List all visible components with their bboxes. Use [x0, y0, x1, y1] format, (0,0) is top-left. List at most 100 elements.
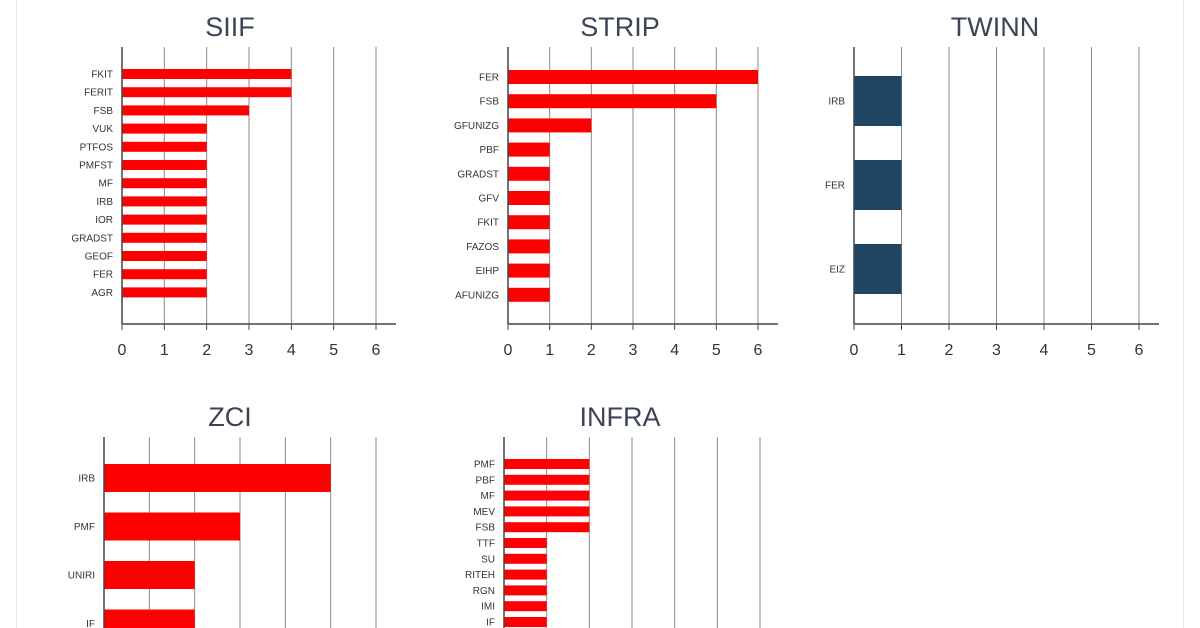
category-label: GRADST: [71, 233, 113, 244]
category-label: IF: [486, 618, 495, 628]
chart-infra: INFRA PMF PBF MF MEV FSB TTF SU RITEH RGN IMI IF: [430, 390, 810, 628]
bar: [122, 178, 207, 189]
bar: [508, 118, 592, 133]
bar: [122, 160, 207, 170]
category-label: PTFOS: [80, 142, 114, 153]
category-label: GEOF: [85, 252, 113, 263]
category-label: MF: [99, 179, 113, 190]
chart-siif-plot: FKIT FERIT FSB VUK PTFOS PMFST MF IRB IOR GRADST G…: [71, 47, 396, 359]
chart-infra-plot: PMF PBF MF MEV FSB TTF SU RITEH RGN IMI IF: [465, 437, 761, 628]
category-label: SU: [481, 554, 495, 565]
right-frame-line: [1183, 0, 1184, 628]
bar: [504, 522, 590, 533]
x-tick-label: 2: [945, 342, 954, 359]
category-label: FSB: [94, 106, 114, 117]
x-tick-label: 5: [329, 342, 338, 359]
bar: [508, 166, 550, 181]
bar: [504, 490, 590, 501]
bar: [504, 553, 547, 564]
x-tick-label: 6: [754, 342, 763, 359]
bar: [504, 459, 590, 469]
bar: [122, 196, 207, 207]
bar: [104, 512, 240, 541]
category-label: FAZOS: [466, 242, 499, 253]
x-tick-label: 0: [850, 342, 859, 359]
chart-title: TWINN: [950, 12, 1040, 42]
chart-title: INFRA: [579, 402, 661, 432]
chart-strip: STRIP FER FSB GFUNIZG PBF GRADST GFV FKIT FAZOS…: [430, 0, 810, 370]
category-label: FKIT: [477, 218, 499, 229]
bar: [122, 214, 207, 225]
x-tick-label: 4: [670, 342, 679, 359]
bar: [508, 215, 550, 230]
x-tick-label: 4: [287, 342, 296, 359]
chart-title: ZCI: [208, 402, 252, 432]
bar: [122, 87, 292, 98]
category-label: IOR: [95, 215, 113, 226]
bar: [122, 123, 207, 134]
category-label: PMF: [474, 460, 495, 471]
chart-siif: SIIF FKIT FERIT FSB VUK PTFOS PMFST MF IRB IOR GR…: [40, 0, 420, 370]
category-label: IMI: [481, 602, 495, 613]
bar: [508, 94, 717, 109]
category-label: IRB: [78, 474, 95, 485]
category-label: MF: [481, 491, 495, 502]
category-label: PBF: [476, 475, 495, 486]
category-label: GRADST: [457, 169, 499, 180]
bar: [504, 601, 547, 612]
bar: [122, 287, 207, 298]
bar: [504, 617, 547, 627]
category-label: EIHP: [476, 266, 500, 277]
x-tick-label: 1: [160, 342, 169, 359]
category-label: FER: [825, 181, 845, 192]
category-label: PBF: [480, 145, 499, 156]
bar: [854, 76, 902, 126]
bar: [508, 70, 758, 84]
bar: [508, 191, 550, 205]
x-tick-label: 0: [504, 342, 513, 359]
x-tick-label: 4: [1040, 342, 1049, 359]
category-label: FER: [93, 270, 113, 281]
category-label: UNIRI: [68, 571, 95, 582]
category-label: FSB: [476, 523, 496, 534]
bar: [122, 141, 207, 152]
category-label: IF: [86, 619, 95, 628]
bar: [504, 506, 590, 517]
bar: [104, 561, 195, 589]
x-tick-label: 1: [545, 342, 554, 359]
bar: [122, 251, 207, 261]
x-tick-label: 5: [1087, 342, 1096, 359]
category-label: VUK: [92, 124, 113, 135]
category-label: TTF: [477, 539, 495, 550]
bar: [504, 569, 547, 580]
x-tick-label: 1: [897, 342, 906, 359]
x-tick-label: 2: [202, 342, 211, 359]
x-tick-label: 6: [372, 342, 381, 359]
category-label: RGN: [473, 586, 495, 597]
bar: [854, 244, 902, 294]
category-label: PMF: [74, 522, 95, 533]
bar: [854, 160, 902, 210]
chart-twinn: TWINN IRB FER EIZ 0 1 2 3 4 5 6: [810, 0, 1180, 370]
bar: [104, 464, 331, 492]
category-label: GFUNIZG: [454, 121, 499, 132]
chart-zci: ZCI IRB PMF UNIRI IF: [40, 390, 420, 628]
bar: [122, 69, 292, 79]
category-label: EIZ: [829, 265, 845, 276]
x-tick-label: 3: [629, 342, 638, 359]
bar: [508, 263, 550, 278]
x-tick-label: 3: [245, 342, 254, 359]
category-label: RITEH: [465, 570, 495, 581]
category-label: FER: [479, 73, 499, 84]
category-label: PMFST: [79, 161, 113, 172]
x-tick-label: 6: [1135, 342, 1144, 359]
chart-twinn-plot: IRB FER EIZ 0 1 2 3 4 5 6: [825, 47, 1159, 359]
bar: [508, 287, 550, 302]
category-label: FSB: [480, 97, 500, 108]
bar: [504, 538, 547, 548]
category-label: IRB: [96, 197, 113, 208]
bar: [122, 105, 249, 116]
x-tick-label: 0: [118, 342, 127, 359]
left-frame-line: [16, 0, 17, 628]
category-label: MEV: [473, 507, 495, 518]
